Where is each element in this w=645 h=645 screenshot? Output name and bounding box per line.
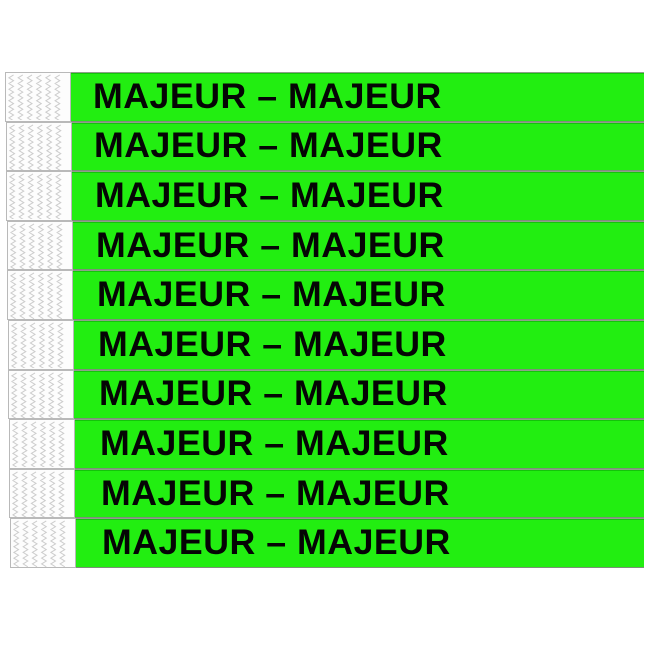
wristband-label: MAJEUR – MAJEUR <box>96 275 446 315</box>
wristband-label: MAJEUR – MAJEUR <box>100 473 450 513</box>
chevron-zigzag-icon <box>12 520 66 567</box>
wristband-tab <box>5 121 72 172</box>
wristband-stack: MAJEUR – MAJEUR MAJEUR – MAJEUR MAJEUR – M… <box>0 72 645 568</box>
wristband-row[interactable]: MAJEUR – MAJEUR <box>8 369 644 420</box>
wristband-label: MAJEUR – MAJEUR <box>99 423 449 463</box>
wristband-label: MAJEUR – MAJEUR <box>95 225 445 265</box>
wristband-row[interactable]: MAJEUR – MAJEUR <box>5 121 644 172</box>
chevron-zigzag-icon <box>9 173 62 220</box>
wristband-row[interactable]: MAJEUR – MAJEUR <box>9 468 644 519</box>
chevron-zigzag-icon <box>11 421 65 468</box>
wristband-label: MAJEUR – MAJEUR <box>93 126 443 166</box>
wristband-label: MAJEUR – MAJEUR <box>97 324 447 364</box>
chevron-zigzag-icon <box>10 272 63 319</box>
wristband-body: MAJEUR – MAJEUR <box>73 270 644 320</box>
chevron-zigzag-icon <box>8 74 61 121</box>
wristband-row[interactable]: MAJEUR – MAJEUR <box>7 270 644 320</box>
wristband-body: MAJEUR – MAJEUR <box>71 72 644 122</box>
wristband-body: MAJEUR – MAJEUR <box>72 171 644 221</box>
chevron-zigzag-icon <box>12 471 66 517</box>
wristband-tab <box>7 270 74 320</box>
wristband-tab <box>7 320 74 370</box>
wristband-body: MAJEUR – MAJEUR <box>73 320 644 370</box>
wristband-tab <box>8 419 75 469</box>
wristband-row[interactable]: MAJEUR – MAJEUR <box>5 72 644 122</box>
wristband-label: MAJEUR – MAJEUR <box>101 523 451 563</box>
chevron-zigzag-icon <box>8 124 62 170</box>
wristband-body: MAJEUR – MAJEUR <box>74 369 644 420</box>
wristband-tab <box>6 171 73 221</box>
wristband-row[interactable]: MAJEUR – MAJEUR <box>6 220 644 271</box>
wristband-row[interactable]: MAJEUR – MAJEUR <box>7 320 644 370</box>
wristband-body: MAJEUR – MAJEUR <box>71 121 644 172</box>
wristband-body: MAJEUR – MAJEUR <box>75 518 644 568</box>
wristband-label: MAJEUR – MAJEUR <box>94 175 444 215</box>
wristband-row[interactable]: MAJEUR – MAJEUR <box>6 171 644 221</box>
chevron-zigzag-icon <box>9 223 63 269</box>
chevron-zigzag-icon <box>10 322 64 369</box>
wristband-label: MAJEUR – MAJEUR <box>93 76 442 116</box>
wristband-tab <box>6 220 73 271</box>
wristband-tab <box>5 72 71 122</box>
chevron-zigzag-icon <box>11 372 65 418</box>
wristband-tab <box>9 518 76 568</box>
wristband-row[interactable]: MAJEUR – MAJEUR <box>8 419 644 469</box>
wristband-row[interactable]: MAJEUR – MAJEUR <box>9 518 644 568</box>
wristband-body: MAJEUR – MAJEUR <box>75 468 644 519</box>
wristband-body: MAJEUR – MAJEUR <box>72 220 644 271</box>
wristband-tab <box>9 468 76 519</box>
wristband-label: MAJEUR – MAJEUR <box>98 374 448 414</box>
wristband-tab <box>8 369 75 420</box>
wristband-body: MAJEUR – MAJEUR <box>74 419 644 469</box>
